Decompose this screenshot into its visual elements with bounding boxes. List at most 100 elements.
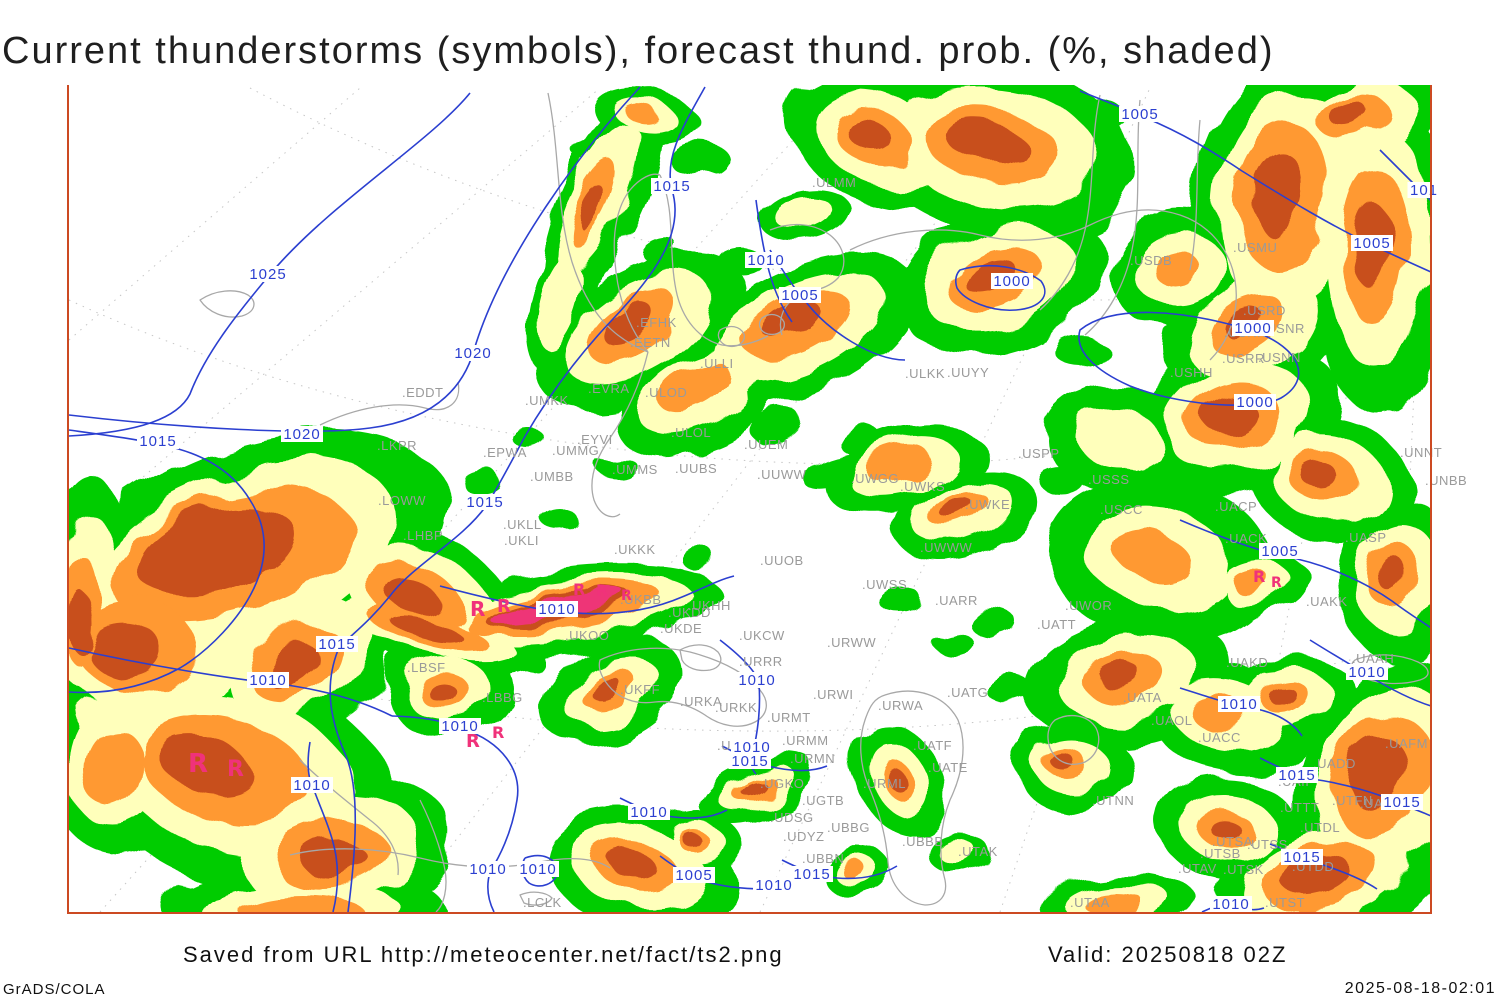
station-label: .UKDD: [668, 605, 711, 620]
coastline: [598, 647, 767, 727]
station-label: .UTST: [1265, 895, 1305, 910]
coastline: [860, 690, 964, 906]
station-label: .UMBB: [530, 469, 574, 484]
station-label: .UKDE: [660, 621, 702, 636]
shading-blob-level-4: [881, 762, 903, 788]
isobar-label: 1015: [137, 433, 179, 450]
thunderstorm-symbol: R: [621, 588, 632, 604]
station-label: .UKHH: [688, 598, 731, 613]
station-label: .USHH: [1170, 365, 1213, 380]
isobar-line: [1179, 519, 1431, 629]
isobar-label: 1010: [439, 718, 481, 735]
shading-blob-level-1: [460, 468, 500, 492]
shading-blob-level-5: [486, 602, 550, 622]
shading-blob-level-2: [1077, 411, 1159, 465]
isobar-label: 1015: [316, 636, 358, 653]
isobar-label: 1010: [467, 861, 509, 878]
isobar-value: 1000: [1236, 394, 1273, 411]
coastline: [1039, 94, 1101, 311]
thunderstorm-symbol: R: [188, 749, 208, 779]
shading-blob-level-4: [1252, 153, 1304, 235]
shading-blob-level-2: [939, 840, 977, 866]
station-label: .UKKK: [614, 542, 656, 557]
shading-blob-level-1: [801, 451, 859, 489]
isobar-label: 1005: [673, 867, 715, 884]
shading-blob-level-3: [837, 857, 863, 875]
station-label: .UDSG: [770, 810, 814, 825]
station-label: .UKLI: [504, 533, 539, 548]
station-label: .EPWA: [483, 445, 527, 460]
station-label: .UUYY: [947, 365, 989, 380]
isobar-value: 1010: [469, 861, 506, 878]
graticule-line: [249, 87, 1431, 301]
station-label: .URKK: [715, 700, 757, 715]
shading-blob-level-1: [514, 430, 546, 450]
isobar-label: 1010: [1210, 896, 1252, 913]
coastline: [591, 351, 649, 518]
station-label: .UATA: [1123, 690, 1162, 705]
isobar-value: 1020: [283, 426, 320, 443]
station-label: .URWW: [827, 635, 876, 650]
shading-blob-level-1: [930, 628, 970, 652]
shading-blob-level-4: [1329, 101, 1367, 127]
shading-blob-level-4: [609, 850, 655, 878]
shading-blob-level-3: [1116, 532, 1188, 580]
thunderstorm-symbol: R: [573, 580, 585, 599]
station-label: .UAOL: [1151, 713, 1193, 728]
shading-blob-level-3: [1081, 890, 1143, 913]
isobar-value: 1015: [318, 636, 355, 653]
isobar-label: 1010: [1346, 664, 1388, 681]
station-label: .UUEM: [744, 437, 788, 452]
station-label: .UKFF: [620, 682, 660, 697]
coastline: [419, 799, 447, 913]
station-label: .ULLI: [700, 356, 734, 371]
isobar-label: 1005: [779, 287, 821, 304]
station-label: .UACC: [1198, 730, 1241, 745]
shading-blob-level-4: [941, 498, 975, 522]
station-label: .EVRA: [588, 381, 630, 396]
station-label: .URMN: [790, 751, 835, 766]
station-label: .UADD: [1313, 756, 1356, 771]
grads-cola-credit: GrADS/COLA: [3, 981, 106, 998]
isobar-value: 1020: [454, 345, 491, 362]
isobar-label: 1010: [536, 601, 578, 618]
isobar-value: 1005: [1121, 106, 1158, 123]
station-label: .LCLK: [523, 895, 562, 910]
isobar-label: 101: [1407, 182, 1441, 199]
station-label: .UATF: [913, 738, 952, 753]
coastline: [758, 313, 785, 336]
shading-blob-level-1: [600, 458, 640, 482]
saved-from-url-text: Saved from URL http://meteocenter.net/fa…: [183, 942, 784, 967]
station-label: .URKA: [680, 694, 722, 709]
shading-blob-level-4: [389, 614, 461, 642]
station-label: .ULOL: [671, 425, 711, 440]
shading-blob-level-3: [623, 102, 657, 122]
isobar-label: 1005: [1351, 235, 1393, 252]
coastline: [1189, 119, 1201, 271]
station-label: .USCC: [1100, 502, 1143, 517]
coastline: [1047, 714, 1100, 765]
station-label: .UKCW: [739, 628, 785, 643]
isobar-label: 1015: [464, 494, 506, 511]
shading-blob-level-4: [739, 779, 765, 795]
isobar-label: 1010: [517, 861, 559, 878]
isobar-label: 1020: [281, 426, 323, 443]
isobar-label: 1005: [1119, 106, 1161, 123]
station-label: .USDB: [1130, 253, 1172, 268]
station-label: .UNNT: [1400, 445, 1442, 460]
station-label: .UTNN: [1092, 793, 1134, 808]
shading-blob-level-1: [542, 509, 578, 531]
isobar-value: 1015: [1278, 767, 1315, 784]
isobar-value: 1025: [249, 266, 286, 283]
shading-blob-level-4: [86, 620, 164, 680]
shading-blob-level-4: [135, 504, 295, 596]
station-label: .LKPR: [377, 438, 417, 453]
isobar-value: 1010: [1220, 696, 1257, 713]
isobar-value: 1010: [755, 877, 792, 894]
isobar-value: 1010: [441, 718, 478, 735]
isobar-value: 1015: [1383, 794, 1420, 811]
coastline: [289, 848, 611, 869]
station-label: .UBBG: [827, 820, 870, 835]
thunderstorm-symbol: R: [466, 731, 480, 752]
station-label: .URMT: [767, 710, 811, 725]
